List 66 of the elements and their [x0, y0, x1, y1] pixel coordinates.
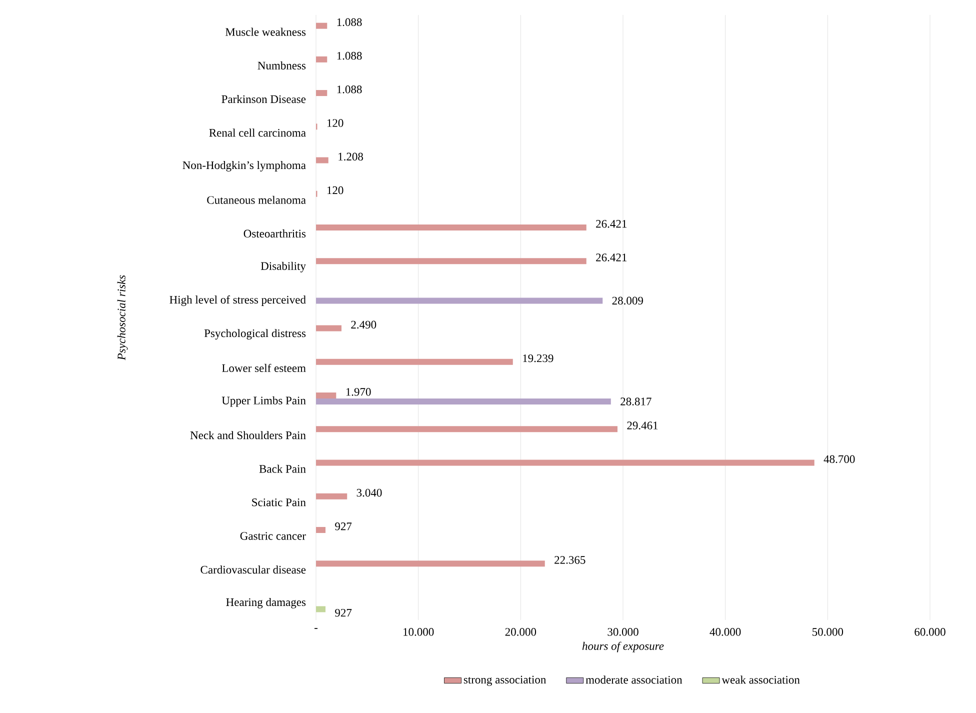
x-tick-label: 40.000	[710, 628, 741, 636]
x-tick-label: 50.000	[812, 628, 844, 636]
bar	[316, 22, 328, 29]
y-tick-label: Lower self esteem	[222, 364, 306, 372]
bar	[316, 526, 326, 533]
y-tick-label: Gastric cancer	[240, 532, 306, 540]
y-tick-label: Non-Hodgkin’s lymphoma	[182, 161, 306, 172]
bar	[316, 460, 814, 466]
y-tick-label: Psychological distress	[204, 329, 306, 340]
x-axis-title: hours of exposure	[582, 642, 664, 652]
bar	[316, 606, 326, 612]
bar	[316, 426, 618, 432]
x-tick-label: 20.000	[505, 628, 536, 636]
data-label: 28.817	[620, 398, 652, 406]
y-axis-title: Psychosocial risks	[117, 275, 128, 360]
data-label: 1.208	[338, 152, 363, 161]
bar	[316, 90, 328, 96]
bar	[316, 560, 545, 567]
bar	[316, 258, 586, 264]
data-label: 29.461	[627, 422, 658, 430]
data-label: 1.088	[337, 18, 362, 26]
x-tick-label: 30.000	[608, 628, 638, 636]
bar	[316, 358, 513, 365]
y-tick-label: Numbness	[258, 61, 306, 70]
x-tick-label: -	[314, 628, 318, 629]
data-label: 120	[327, 186, 344, 194]
data-label: 1.088	[337, 86, 362, 94]
data-label: 26.421	[596, 220, 627, 228]
legend-label: strong association	[464, 676, 546, 686]
data-label: 48.700	[824, 455, 855, 464]
data-label: 927	[335, 608, 352, 617]
data-label: 28.009	[612, 296, 643, 305]
bar	[316, 224, 586, 230]
y-tick-label: High level of stress perceived	[170, 295, 306, 306]
y-tick-label: Cardiovascular disease	[200, 566, 306, 574]
data-label: 3.040	[356, 488, 382, 497]
y-tick-label: Disability	[260, 262, 306, 272]
data-label: 22.365	[554, 556, 586, 564]
data-label: 19.239	[523, 354, 554, 362]
data-label: 1.970	[346, 388, 371, 396]
legend-label: weak association	[722, 676, 800, 684]
y-tick-label: Parkinson Disease	[222, 94, 306, 104]
bar	[316, 298, 603, 304]
x-tick-label: 10.000	[404, 628, 434, 636]
y-tick-label: Cutaneous melanoma	[207, 196, 306, 204]
data-label: 120	[327, 119, 344, 127]
data-label: 26.421	[596, 254, 627, 262]
bar	[316, 392, 336, 399]
legend-label: moderate association	[586, 676, 682, 684]
y-tick-label: Hearing damages	[226, 598, 306, 608]
bar	[316, 493, 348, 500]
y-tick-label: Muscle weakness	[226, 28, 306, 36]
y-tick-label: Neck and Shoulders Pain	[190, 431, 306, 440]
y-tick-label: Osteoarthritis	[244, 229, 306, 238]
bar	[316, 56, 328, 62]
bar	[316, 398, 611, 405]
y-tick-label: Sciatic Pain	[252, 498, 306, 506]
bar	[316, 157, 328, 164]
bar	[316, 325, 342, 332]
data-label: 2.490	[351, 320, 376, 329]
data-label: 1.088	[337, 52, 362, 60]
y-tick-label: Upper Limbs Pain	[222, 396, 306, 407]
data-label: 927	[335, 522, 352, 530]
x-tick-label: 60.000	[914, 628, 946, 636]
y-tick-label: Back Pain	[259, 464, 306, 473]
y-tick-label: Renal cell carcinoma	[209, 128, 306, 137]
